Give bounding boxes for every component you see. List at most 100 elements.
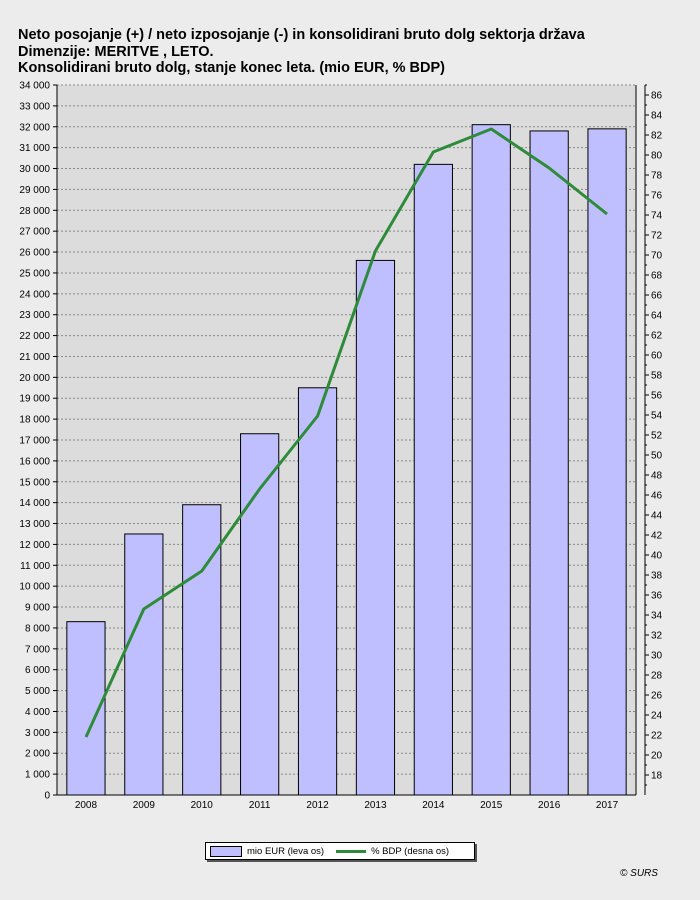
bar — [471, 124, 511, 796]
left-axis-tick-label: 10 000 — [19, 582, 50, 593]
right-axis-tick-label: 78 — [651, 171, 663, 182]
x-axis-tick-label: 2016 — [538, 800, 561, 811]
left-axis-tick-label: 24 000 — [19, 289, 50, 300]
bar — [297, 387, 338, 796]
right-axis-tick-label: 24 — [651, 711, 663, 722]
right-axis-tick-label: 58 — [651, 371, 663, 382]
chart-title: Neto posojanje (+) / neto izposojanje (-… — [18, 27, 585, 77]
right-axis-tick-label: 32 — [651, 631, 663, 642]
right-axis-tick-label: 62 — [651, 331, 663, 342]
left-axis-tick-label: 3 000 — [25, 728, 50, 739]
left-axis-tick-label: 20 000 — [19, 373, 50, 384]
right-axis-tick-label: 18 — [651, 771, 663, 782]
bar — [587, 128, 627, 796]
right-axis-tick-label: 82 — [651, 131, 663, 142]
left-axis-tick-label: 6 000 — [25, 665, 50, 676]
left-axis-tick-label: 32 000 — [19, 122, 50, 133]
legend-bar-label: mio EUR (leva os) — [247, 845, 325, 857]
x-axis-tick-label: 2017 — [596, 800, 619, 811]
right-axis-tick-label: 66 — [651, 291, 663, 302]
left-axis-tick-label: 27 000 — [19, 227, 50, 238]
left-axis-tick-label: 30 000 — [19, 164, 50, 175]
right-axis-tick-label: 70 — [651, 251, 663, 262]
left-axis-tick-label: 17 000 — [19, 436, 50, 447]
line-series — [84, 127, 608, 738]
x-axis-tick-label: 2009 — [133, 800, 156, 811]
left-axis-tick-label: 23 000 — [19, 310, 50, 321]
right-axis-tick-label: 30 — [651, 651, 663, 662]
bar — [182, 504, 222, 796]
legend-line-label: % BDP (desna os) — [371, 845, 450, 857]
title-line-2: Dimenzije: MERITVE , LETO. — [18, 43, 214, 60]
right-axis-tick-label: 86 — [651, 91, 663, 102]
title-line-1: Neto posojanje (+) / neto izposojanje (-… — [18, 27, 585, 43]
left-axis-tick-label: 33 000 — [19, 101, 50, 112]
right-axis-tick-label: 68 — [651, 271, 663, 282]
title-line-3: Konsolidirani bruto dolg, stanje konec l… — [18, 60, 445, 76]
left-axis-tick-label: 18 000 — [19, 415, 50, 426]
legend: mio EUR (leva os) % BDP (desna os) — [205, 842, 475, 860]
left-axis-tick-label: 13 000 — [19, 519, 50, 530]
left-axis-tick-label: 21 000 — [19, 352, 50, 363]
legend-item-line: % BDP (desna os) — [328, 846, 449, 857]
right-axis-tick-label: 76 — [651, 191, 663, 202]
left-axis-tick-label: 29 000 — [19, 185, 50, 196]
right-axis-tick-label: 84 — [651, 111, 663, 122]
right-axis-tick-label: 44 — [651, 511, 663, 522]
right-axis-tick-label: 34 — [651, 611, 663, 622]
left-axis-tick-label: 7 000 — [25, 644, 50, 655]
right-axis-tick-label: 50 — [651, 451, 663, 462]
right-axis-tick-label: 38 — [651, 571, 663, 582]
right-axis-tick-label: 80 — [651, 151, 663, 162]
bar — [529, 130, 569, 796]
x-axis-tick-label: 2014 — [422, 800, 445, 811]
left-axis-tick-label: 5 000 — [25, 686, 50, 697]
right-axis-tick-label: 48 — [651, 471, 663, 482]
right-axis-tick-label: 46 — [651, 491, 663, 502]
left-axis-tick-label: 12 000 — [19, 540, 50, 551]
legend-line-swatch — [336, 849, 367, 853]
right-axis-tick-label: 22 — [651, 731, 663, 742]
left-axis-tick-label: 34 000 — [19, 81, 50, 92]
bar — [240, 433, 280, 796]
left-axis-tick-label: 19 000 — [19, 394, 50, 405]
right-axis-tick-label: 52 — [651, 431, 663, 442]
left-axis-tick-label: 26 000 — [19, 248, 50, 259]
source-credit: © SURS — [620, 868, 658, 879]
x-axis-tick-label: 2015 — [480, 800, 503, 811]
right-axis-tick-label: 36 — [651, 591, 663, 602]
right-axis-tick-label: 26 — [651, 691, 663, 702]
x-axis-tick-label: 2012 — [306, 800, 329, 811]
legend-item-bars: mio EUR (leva os) — [210, 845, 325, 857]
left-axis-tick-label: 14 000 — [19, 498, 50, 509]
left-axis-tick-label: 4 000 — [25, 707, 50, 718]
legend-bar-swatch — [210, 845, 242, 857]
right-axis-tick-label: 56 — [651, 391, 663, 402]
left-axis-tick-label: 25 000 — [19, 268, 50, 279]
right-axis-tick-label: 64 — [651, 311, 663, 322]
left-axis-tick-label: 15 000 — [19, 477, 50, 488]
bar — [413, 163, 453, 796]
right-axis-tick-label: 42 — [651, 531, 663, 542]
left-axis-tick-label: 2 000 — [25, 749, 50, 760]
right-axis-tick-label: 60 — [651, 351, 663, 362]
right-axis-tick-label: 28 — [651, 671, 663, 682]
x-axis-tick-label: 2011 — [249, 800, 271, 811]
right-axis-tick-label: 40 — [651, 551, 663, 562]
left-axis-tick-label: 0 — [44, 791, 50, 802]
left-axis-tick-label: 1 000 — [25, 770, 50, 781]
left-axis-tick-label: 28 000 — [19, 206, 50, 217]
left-axis-tick-label: 22 000 — [19, 331, 50, 342]
left-axis-tick-label: 11 000 — [20, 561, 50, 572]
right-axis-tick-label: 72 — [651, 231, 663, 242]
bar — [355, 259, 396, 796]
left-axis-tick-label: 31 000 — [19, 143, 50, 154]
x-axis-tick-label: 2013 — [364, 800, 387, 811]
x-axis-tick-label: 2010 — [191, 800, 214, 811]
bar — [124, 533, 164, 796]
left-axis-tick-label: 9 000 — [25, 603, 50, 614]
x-axis-tick-label: 2008 — [75, 800, 98, 811]
right-axis-tick-label: 74 — [651, 211, 663, 222]
left-axis-tick-label: 16 000 — [19, 456, 50, 467]
right-axis-tick-label: 54 — [651, 411, 663, 422]
